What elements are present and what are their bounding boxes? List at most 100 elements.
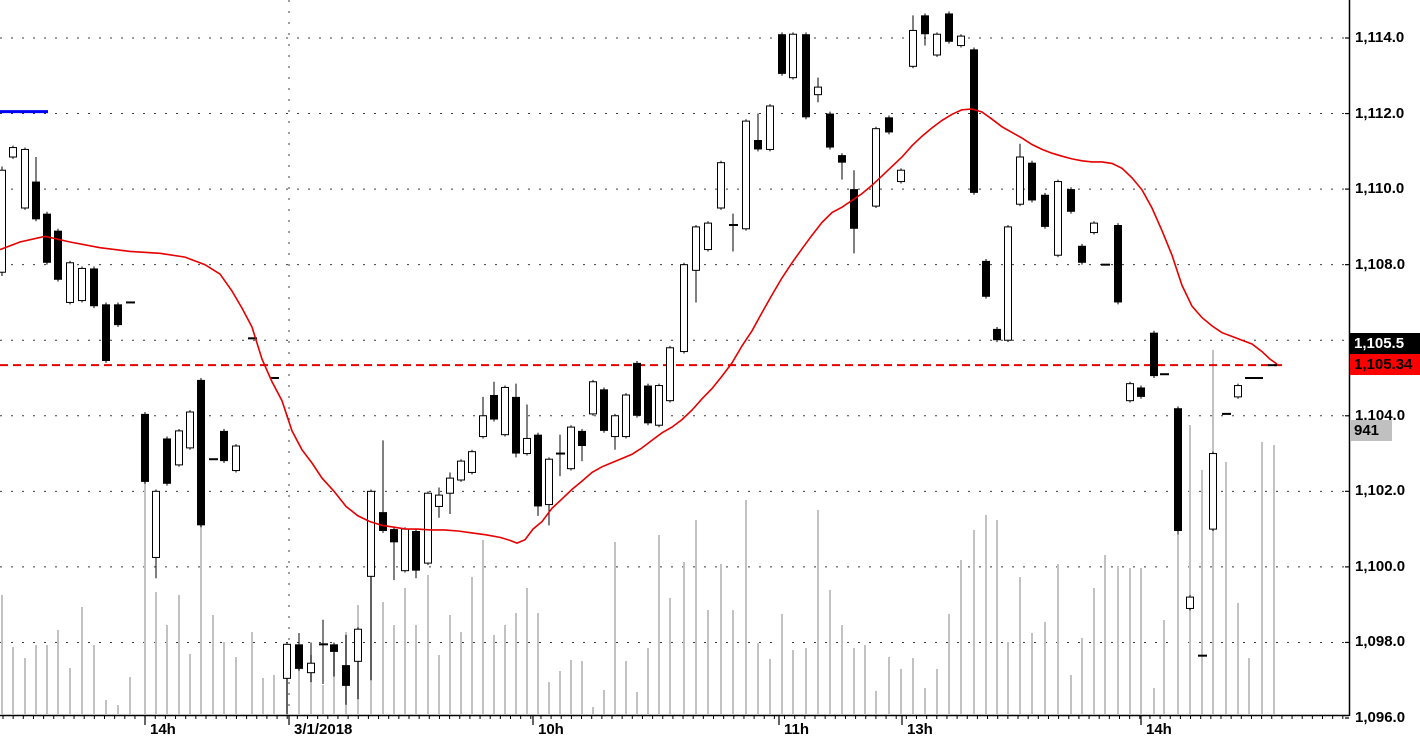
candle-down (512, 396, 520, 454)
volume-size-box: 941 (1350, 420, 1392, 441)
candle-up (152, 490, 160, 558)
price-axis-label: 1,100.0 (1355, 557, 1406, 575)
price-axis-label: 1,098.0 (1355, 633, 1406, 651)
candle-down (850, 189, 858, 229)
candle-down (754, 140, 762, 150)
candle-up (307, 662, 315, 674)
candle-up (9, 147, 17, 158)
candle-up (957, 35, 965, 47)
candle-dash (1160, 373, 1169, 376)
candle-down (633, 362, 641, 416)
price-axis-label: 1,112.0 (1355, 104, 1405, 122)
candle-up (622, 394, 630, 438)
candle-dash (126, 301, 135, 304)
candle-up (897, 169, 905, 183)
candle-up (1234, 385, 1242, 398)
candle-up (1016, 156, 1024, 205)
candle-down (490, 395, 498, 420)
time-axis-label: 14h (1146, 721, 1172, 738)
candle-up (354, 628, 362, 662)
candle-down (921, 15, 929, 35)
candle-up (0, 169, 6, 273)
candle-up (501, 386, 509, 436)
candle-down (114, 304, 122, 326)
candle-down (43, 213, 51, 263)
price-axis-label: 1,102.0 (1355, 482, 1406, 500)
candle-down (1150, 332, 1158, 377)
candle-up (589, 381, 597, 415)
candle-up (424, 492, 432, 564)
candle-dash (1198, 654, 1207, 657)
time-axis-label: 14h (150, 721, 176, 738)
candle-down (141, 413, 149, 482)
candle-up (666, 347, 674, 402)
candle-down (1078, 245, 1086, 263)
candle-down (993, 328, 1001, 341)
candle-down (578, 430, 586, 446)
candle-down (412, 531, 420, 571)
candle-dash (1268, 364, 1277, 367)
candle-up (1004, 226, 1012, 341)
candle-dash (209, 458, 218, 461)
time-axis-label: 3/1/2018 (294, 721, 353, 738)
candle-down (970, 49, 978, 193)
candle-up (655, 385, 663, 426)
price-axis-label: 1,104.0 (1355, 406, 1406, 424)
candle-down (1067, 189, 1075, 212)
candle-down (220, 430, 228, 462)
candle-up (78, 267, 86, 302)
candle-down (802, 34, 810, 118)
candle-down (1028, 162, 1036, 201)
candle-up (435, 494, 443, 507)
candle-down (1174, 408, 1182, 531)
candle-up (680, 264, 688, 353)
candle-down (390, 529, 398, 543)
candle-dash (1101, 263, 1110, 266)
candle-down (295, 644, 303, 669)
candle-down (885, 117, 893, 133)
price-axis-label: 1,114.0 (1355, 29, 1405, 46)
candle-up (367, 490, 375, 577)
candle-down (197, 379, 205, 526)
candle-down (379, 512, 387, 531)
candle-up (872, 128, 880, 207)
time-axis-label: 10h (538, 721, 564, 738)
candle-dash (270, 377, 279, 379)
candle-up (717, 162, 725, 209)
candle-up (766, 105, 774, 150)
candle-up (545, 458, 553, 506)
candle-up (186, 411, 194, 449)
candle-up (933, 33, 941, 56)
candle-dash (1222, 412, 1231, 415)
candle-dash (248, 337, 257, 340)
candle-up (468, 451, 476, 473)
candle-up (1209, 453, 1217, 530)
candle-up (457, 460, 465, 481)
candle-down (32, 181, 40, 220)
price-axis-label: 1,108.0 (1355, 255, 1406, 273)
candle-up (523, 437, 531, 455)
candle-down (778, 34, 786, 74)
candle-up (704, 222, 712, 251)
candle-up (21, 148, 29, 209)
candle-down (600, 389, 608, 431)
candle-down (102, 304, 110, 361)
price-axis-label: 1,096.0 (1355, 709, 1406, 726)
candle-down (982, 260, 990, 297)
moving-average-line (0, 108, 1278, 544)
price-axis-label: 1,110.0 (1355, 180, 1405, 198)
candle-down (163, 438, 171, 484)
candle-up (66, 262, 74, 303)
candle-up (479, 415, 487, 438)
candle-up (611, 415, 619, 438)
candle-up (814, 86, 822, 96)
candle-down (534, 434, 542, 507)
candle-up (446, 477, 454, 494)
candle-down (644, 385, 652, 424)
candle-up (1054, 181, 1062, 256)
candle-up (692, 226, 700, 271)
candle-up (175, 430, 183, 466)
candle-down (90, 268, 98, 307)
